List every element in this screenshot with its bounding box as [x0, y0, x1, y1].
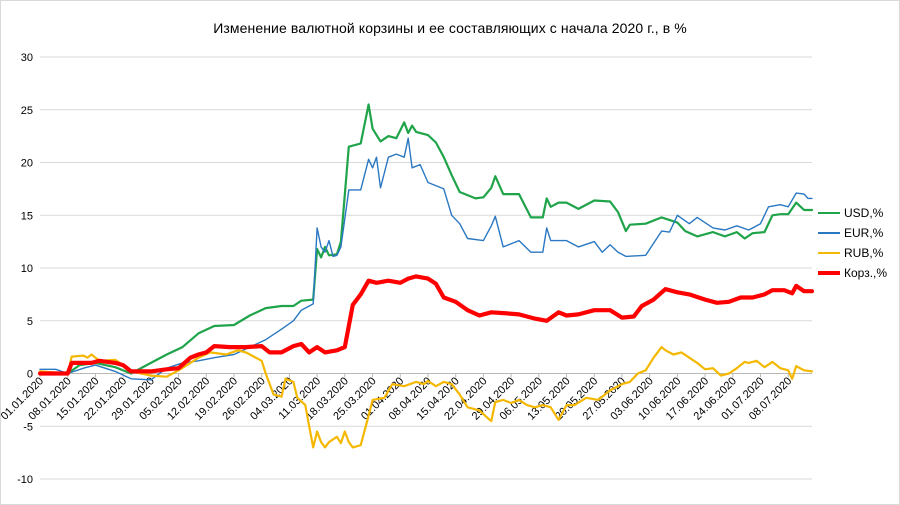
- legend-label-usd: USD,%: [844, 206, 884, 220]
- legend-swatch-basket: [818, 271, 840, 275]
- y-tick-label--5: -5: [23, 421, 33, 433]
- y-tick-label-25: 25: [21, 105, 33, 117]
- legend-item-basket: Корз.,%: [818, 265, 887, 285]
- y-tick-label-15: 15: [21, 210, 33, 222]
- y-tick-label-5: 5: [27, 316, 33, 328]
- y-tick-label-30: 30: [21, 52, 33, 64]
- legend: USD,% EUR,% RUB,% Корз.,%: [818, 205, 887, 285]
- y-tick-label-20: 20: [21, 158, 33, 170]
- series-line-rub: [38, 346, 814, 449]
- legend-item-rub: RUB,%: [818, 245, 887, 265]
- legend-label-basket: Корз.,%: [844, 266, 888, 280]
- y-tick-label-10: 10: [21, 263, 33, 275]
- y-tick-label-0: 0: [27, 369, 33, 381]
- legend-item-eur: EUR,%: [818, 225, 887, 245]
- series-line-basket: [37, 274, 815, 376]
- legend-item-usd: USD,%: [818, 205, 887, 225]
- chart-title: Изменение валютной корзины и ее составля…: [213, 20, 687, 36]
- series-line-eur: [39, 137, 813, 381]
- legend-label-eur: EUR,%: [844, 226, 884, 240]
- legend-swatch-eur: [818, 232, 840, 234]
- legend-swatch-rub: [818, 252, 840, 254]
- series-line-usd: [38, 103, 814, 375]
- y-tick-label--10: -10: [17, 474, 33, 486]
- legend-swatch-usd: [818, 212, 840, 214]
- legend-label-rub: RUB,%: [844, 246, 884, 260]
